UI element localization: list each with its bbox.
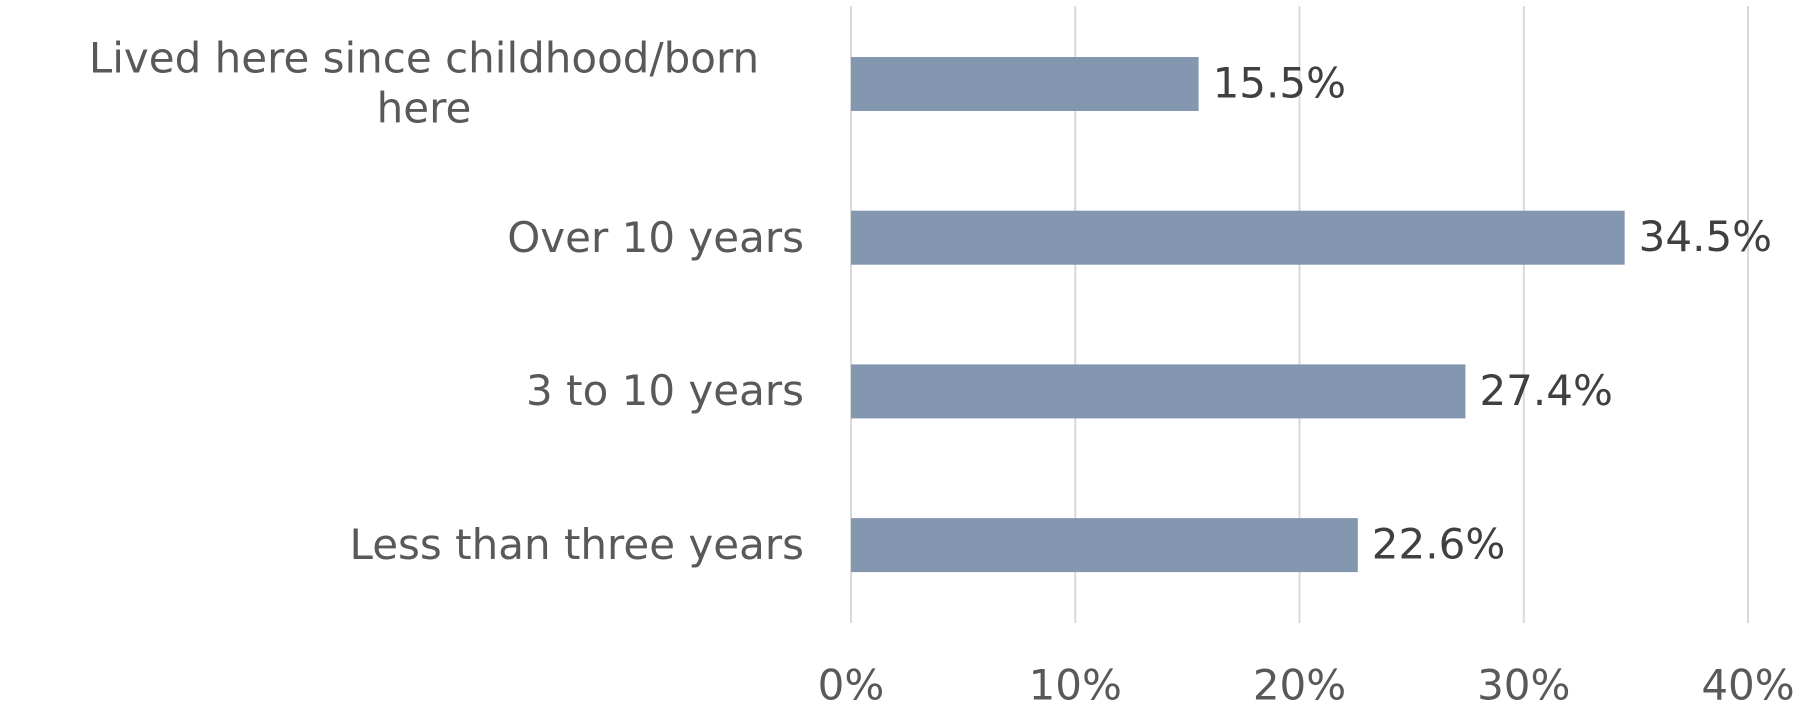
value-label: 34.5% [1639, 212, 1772, 261]
bar [851, 518, 1358, 573]
x-tick-label: 40% [1701, 661, 1794, 710]
value-label: 27.4% [1479, 366, 1612, 415]
x-tick-label: 10% [1029, 661, 1122, 710]
y-tick-label: Less than three years [349, 519, 804, 569]
y-tick-label: Lived here since childhood/born here [88, 33, 760, 133]
x-tick-label: 20% [1253, 661, 1346, 710]
value-label: 15.5% [1213, 59, 1346, 108]
x-tick-label: 0% [818, 661, 885, 710]
value-label: 22.6% [1372, 520, 1505, 569]
category-label-box: 3 to 10 years [526, 366, 804, 416]
y-tick-label: Over 10 years [507, 212, 804, 262]
bar [851, 210, 1625, 265]
category-label-box: Less than three years [350, 520, 804, 570]
y-tick-label: 3 to 10 years [526, 366, 804, 416]
bar [851, 57, 1199, 111]
category-label-box: Over 10 years [507, 212, 804, 262]
bar [851, 364, 1466, 419]
category-label-box: Lived here since childhood/born here [44, 34, 804, 135]
x-tick-label: 30% [1477, 661, 1570, 710]
